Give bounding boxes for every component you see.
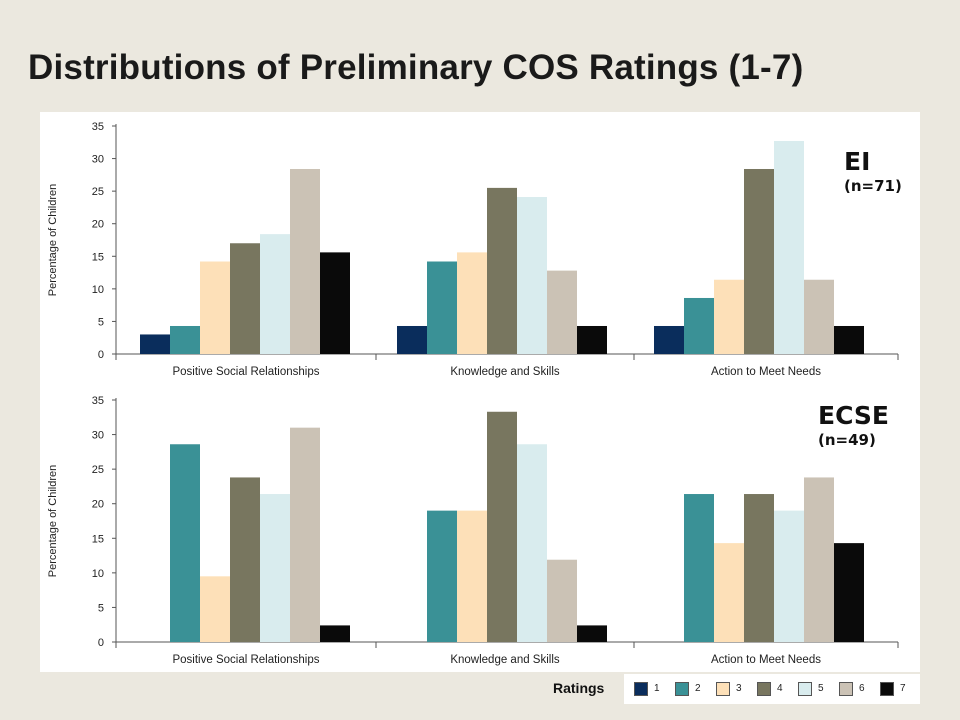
bar-rating-5: [517, 197, 547, 354]
bar-rating-6: [290, 168, 320, 354]
legend-swatch-3: [716, 682, 730, 696]
bar-rating-1: [140, 334, 170, 354]
charts-svg: 0 5 10 15 20 25 30 35 Percentage of Children Posi…: [47, 121, 899, 666]
bar-rating-7: [577, 325, 607, 354]
y-tick-label: 5: [98, 602, 104, 614]
y-tick-label: 30: [92, 430, 104, 442]
ecse-sample-size: (n=49): [818, 431, 876, 449]
y-tick-label: 10: [92, 284, 104, 296]
bar-rating-3: [200, 576, 230, 642]
legend-swatch-4: [757, 682, 771, 696]
legend-title: Ratings: [553, 680, 605, 696]
bar-rating-5: [517, 444, 547, 642]
y-tick-label: 35: [92, 395, 104, 407]
y-tick-label: 20: [92, 499, 104, 511]
y-tick-label: 5: [98, 316, 104, 328]
bar-rating-7: [320, 252, 350, 354]
legend-swatch-2: [675, 682, 689, 696]
y-tick-label: 15: [92, 251, 104, 263]
bar-rating-6: [804, 279, 834, 354]
ei-label: EI: [844, 147, 871, 176]
y-tick-label: 15: [92, 533, 104, 545]
bar-rating-4: [230, 477, 260, 642]
bar-rating-2: [427, 261, 457, 354]
legend-label-4: 4: [777, 683, 783, 694]
ecse-label: ECSE: [818, 401, 889, 430]
bar-rating-7: [320, 625, 350, 642]
legend-label-6: 6: [859, 683, 865, 694]
y-axis-label: Percentage of Children: [47, 465, 59, 578]
y-tick-label: 25: [92, 186, 104, 198]
bar-rating-1: [654, 325, 684, 354]
ei-chart: 0 5 10 15 20 25 30 35 Percentage of Children Posi…: [47, 121, 899, 378]
bar-rating-3: [457, 510, 487, 642]
bar-rating-4: [230, 243, 260, 354]
legend-swatch-6: [839, 682, 853, 696]
legend-label-2: 2: [695, 683, 701, 694]
bar-rating-5: [774, 510, 804, 642]
bar-rating-3: [457, 252, 487, 354]
bar-rating-7: [834, 325, 864, 354]
category-label: Positive Social Relationships: [172, 366, 319, 378]
y-tick-label: 35: [92, 121, 104, 133]
chart-frame: 0 5 10 15 20 25 30 35 Percentage of Children Posi…: [40, 112, 920, 672]
ecse-chart: 0 5 10 15 20 25 30 35 Percentage of Children Posi…: [47, 395, 899, 666]
legend: 1 2 3 4 5 6 7: [624, 674, 920, 704]
category-label: Positive Social Relationships: [172, 654, 319, 666]
bar-rating-7: [577, 625, 607, 642]
category-label: Knowledge and Skills: [450, 366, 560, 378]
category-label: Action to Meet Needs: [711, 366, 821, 378]
bar-rating-6: [547, 270, 577, 354]
y-tick-label: 25: [92, 464, 104, 476]
y-tick-label: 10: [92, 568, 104, 580]
bar-rating-6: [804, 477, 834, 642]
y-tick-label: 30: [92, 154, 104, 166]
category-label: Knowledge and Skills: [450, 654, 560, 666]
y-axis-label: Percentage of Children: [47, 184, 59, 297]
legend-swatch-7: [880, 682, 894, 696]
bar-rating-4: [744, 494, 774, 642]
bar-rating-5: [260, 494, 290, 642]
bar-rating-4: [487, 411, 517, 642]
bar-rating-5: [774, 140, 804, 354]
ecse-panel-label: ECSE (n=49): [818, 402, 889, 450]
bar-rating-4: [744, 168, 774, 354]
y-tick-label: 0: [98, 637, 104, 649]
legend-label-3: 3: [736, 683, 742, 694]
bar-rating-2: [684, 494, 714, 642]
legend-swatch-1: [634, 682, 648, 696]
bar-rating-2: [170, 325, 200, 354]
bar-rating-3: [714, 279, 744, 354]
bar-rating-3: [200, 261, 230, 354]
legend-label-7: 7: [900, 683, 906, 694]
bar-rating-2: [427, 510, 457, 642]
bar-rating-4: [487, 187, 517, 354]
bar-rating-6: [547, 559, 577, 642]
y-tick-label: 0: [98, 349, 104, 361]
bar-rating-6: [290, 427, 320, 642]
category-label: Action to Meet Needs: [711, 654, 821, 666]
bar-rating-2: [684, 297, 714, 354]
ei-panel-label: EI (n=71): [844, 148, 902, 196]
bar-rating-5: [260, 234, 290, 354]
legend-swatch-5: [798, 682, 812, 696]
y-tick-label: 20: [92, 219, 104, 231]
slide-title: Distributions of Preliminary COS Ratings…: [28, 48, 804, 87]
ei-sample-size: (n=71): [844, 177, 902, 195]
legend-label-5: 5: [818, 683, 824, 694]
legend-label-1: 1: [654, 683, 660, 694]
bar-rating-3: [714, 543, 744, 642]
bar-rating-7: [834, 543, 864, 642]
bar-rating-2: [170, 444, 200, 642]
bar-rating-1: [397, 325, 427, 354]
